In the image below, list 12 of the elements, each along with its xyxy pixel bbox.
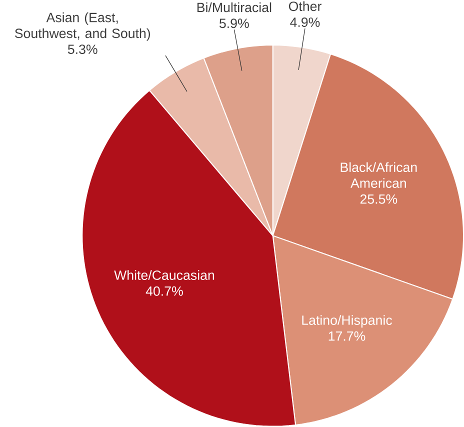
slice-label: White/Caucasian: [114, 270, 214, 280]
slice-label: Asian (East, Southwest, and South): [14, 12, 150, 41]
data-label: 17.7%: [328, 332, 366, 341]
slice-label: Other: [288, 1, 322, 12]
data-label: 25.5%: [360, 194, 398, 204]
slice-label: Black/African American: [340, 162, 417, 188]
data-label: 4.9%: [290, 18, 320, 28]
data-label: 5.3%: [68, 44, 98, 54]
data-label: 5.9%: [220, 18, 249, 28]
slice-label: Latino/Hispanic: [302, 315, 392, 328]
data-label: 40.7%: [146, 286, 183, 296]
slice-label: Bi/Multiracial: [197, 2, 272, 12]
